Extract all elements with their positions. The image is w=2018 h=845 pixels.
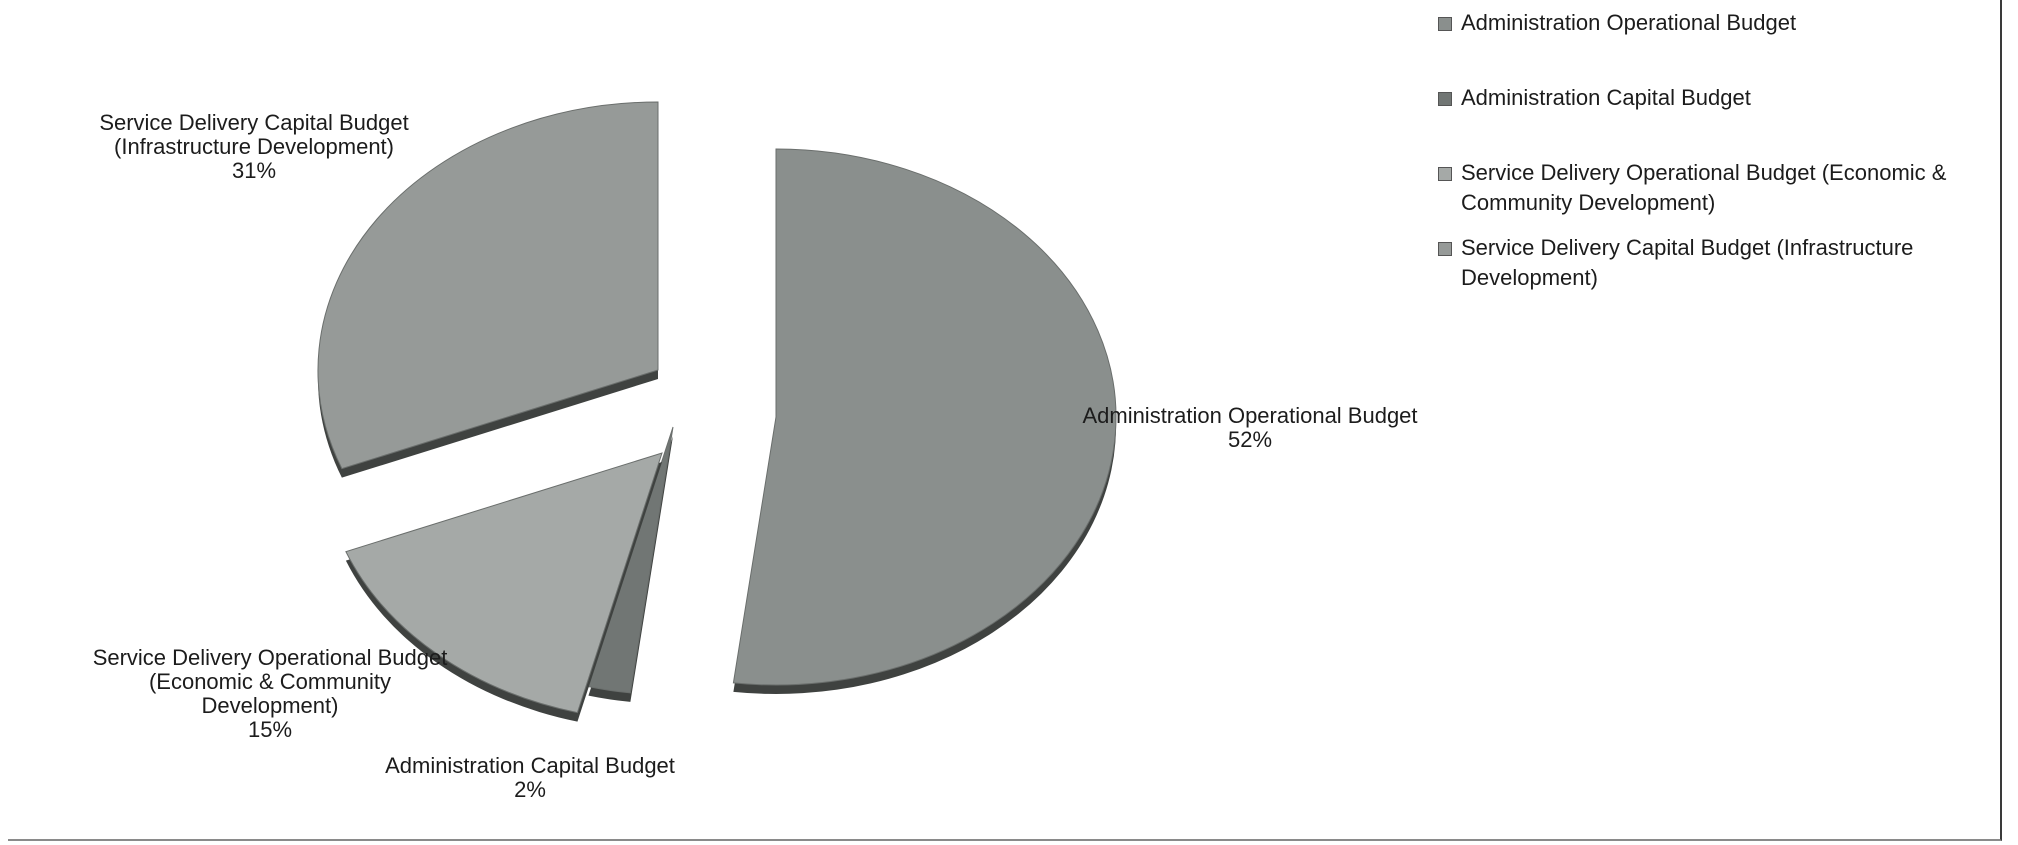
- slice-name-label: (Infrastructure Development): [114, 134, 394, 159]
- pie-slice-group: [345, 452, 663, 722]
- slice-name-label: Administration Operational Budget: [1082, 403, 1417, 428]
- slice-label: Administration Operational Budget 52%: [1082, 403, 1417, 452]
- legend-item: Administration Operational Budget: [1438, 8, 1998, 83]
- pie-slice: [345, 452, 663, 714]
- legend-swatch: [1438, 167, 1452, 181]
- slice-value-label: 2%: [514, 777, 546, 802]
- pie-slice: [317, 101, 659, 470]
- slice-value-label: 31%: [232, 158, 276, 183]
- chart-frame: [8, 0, 2002, 841]
- slice-label: Service Delivery Operational Budget (Econ…: [93, 645, 448, 742]
- slice-value-label: 15%: [248, 717, 292, 742]
- legend-item: Administration Capital Budget: [1438, 83, 1998, 158]
- slice-name-label: (Economic & Community: [149, 669, 391, 694]
- legend-label: Administration Capital Budget: [1461, 85, 1751, 110]
- slice-name-label: Development): [202, 693, 339, 718]
- legend-item: Service Delivery Operational Budget (Eco…: [1438, 158, 1998, 233]
- pie-slice-group: [317, 101, 659, 478]
- slice-value-label: 52%: [1228, 427, 1272, 452]
- slice-name-label: Service Delivery Capital Budget: [99, 110, 408, 135]
- pie-slice-group: [732, 148, 1117, 695]
- legend-label: Service Delivery Capital Budget (Infrast…: [1461, 235, 1914, 290]
- pie-slice: [732, 148, 1117, 686]
- legend-item: Service Delivery Capital Budget (Infrast…: [1438, 233, 1998, 308]
- legend-label: Administration Operational Budget: [1461, 10, 1797, 35]
- legend-label: Service Delivery Operational Budget (Eco…: [1461, 160, 1947, 215]
- legend-swatch: [1438, 242, 1452, 256]
- chart-legend: Administration Operational Budget Adminis…: [1438, 8, 1998, 308]
- slice-label: Service Delivery Capital Budget (Infrastr…: [99, 110, 408, 183]
- slice-name-label: Service Delivery Operational Budget: [93, 645, 448, 670]
- legend-swatch: [1438, 92, 1452, 106]
- slice-label: Administration Capital Budget 2%: [385, 753, 675, 802]
- legend-swatch: [1438, 17, 1452, 31]
- slice-name-label: Administration Capital Budget: [385, 753, 675, 778]
